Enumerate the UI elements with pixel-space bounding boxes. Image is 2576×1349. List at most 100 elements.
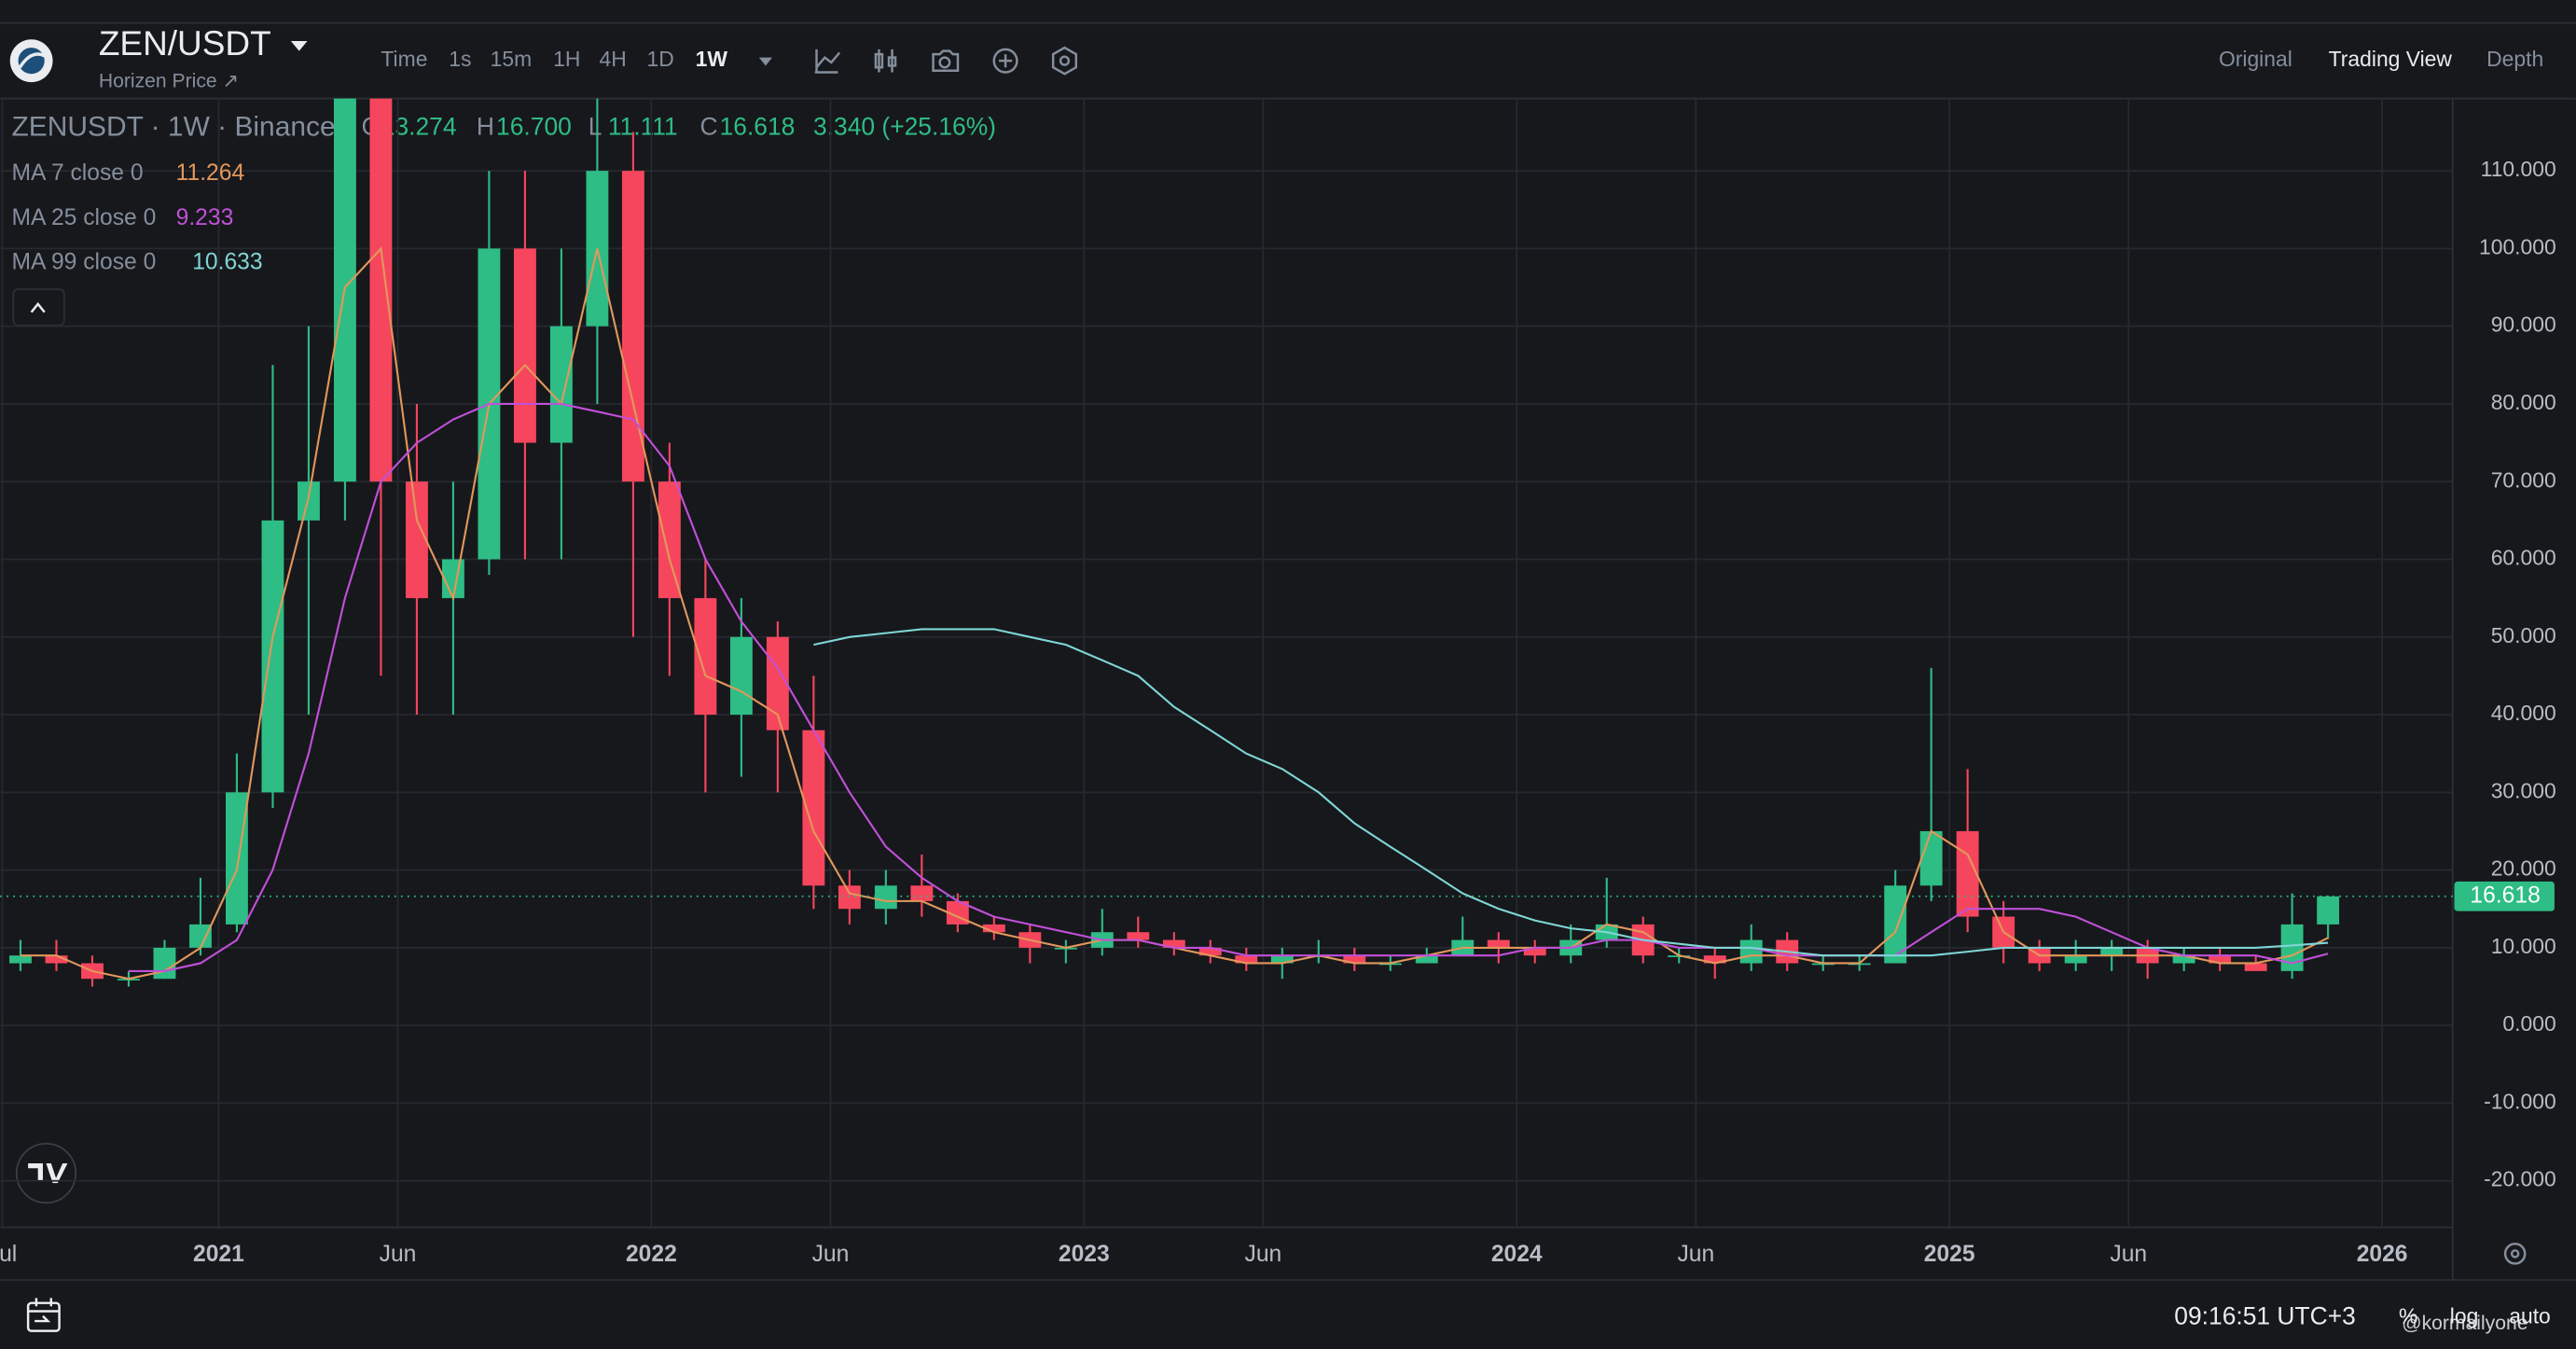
interval-button[interactable]: 1s bbox=[449, 47, 471, 71]
x-tick-label: Jul bbox=[0, 1242, 17, 1267]
interval-button[interactable]: 15m bbox=[491, 47, 532, 71]
x-tick-label: 2026 bbox=[2357, 1242, 2408, 1267]
x-tick-label: Jun bbox=[1245, 1242, 1282, 1267]
clock: 09:16:51 UTC+3 bbox=[2174, 1302, 2356, 1330]
candle-body bbox=[189, 924, 212, 948]
camera-icon[interactable] bbox=[932, 49, 960, 72]
candle-body bbox=[9, 955, 32, 964]
y-tick-label: 50.000 bbox=[2491, 623, 2556, 647]
candle-body bbox=[2064, 955, 2087, 964]
view-tab[interactable]: Trading View bbox=[2329, 47, 2453, 71]
legend-symbol: ZENUSDT · 1W · Binance bbox=[11, 111, 335, 142]
candle-body bbox=[1739, 939, 1763, 964]
x-tick-label: 2025 bbox=[1924, 1242, 1975, 1267]
candle-body bbox=[1487, 939, 1510, 948]
y-tick-label: 90.000 bbox=[2491, 313, 2556, 337]
legend-value: 13.274 bbox=[381, 112, 457, 140]
candle-body bbox=[369, 98, 393, 482]
interval-button[interactable]: 1D bbox=[647, 47, 674, 71]
settings-gear[interactable] bbox=[2503, 1243, 2527, 1265]
y-tick-label: 100.000 bbox=[2479, 234, 2556, 258]
candle-body bbox=[153, 947, 176, 980]
candle-body bbox=[2280, 924, 2304, 971]
y-tick-label: -10.000 bbox=[2484, 1089, 2556, 1113]
candle-body bbox=[910, 885, 934, 901]
collapse-button[interactable] bbox=[12, 288, 65, 327]
view-tab[interactable]: Original bbox=[2219, 47, 2292, 71]
legend-value: 10.633 bbox=[192, 249, 262, 274]
candle-body bbox=[2172, 955, 2195, 964]
candle-body bbox=[1703, 955, 1726, 964]
candle-body bbox=[1343, 955, 1366, 964]
candle-body bbox=[549, 326, 573, 443]
candle-body bbox=[658, 481, 681, 599]
x-tick-label: 2023 bbox=[1059, 1242, 1110, 1267]
legend-change: 3.340 (+25.16%) bbox=[813, 112, 996, 140]
legend-value: 11.264 bbox=[176, 160, 245, 186]
legend-key: L bbox=[589, 112, 602, 140]
calendar-icon[interactable] bbox=[26, 1298, 61, 1332]
pair-title[interactable]: ZEN/USDT bbox=[99, 24, 271, 63]
interval-button[interactable]: Time bbox=[381, 47, 427, 71]
interval-button[interactable]: 1W bbox=[696, 47, 728, 71]
legend-key: C bbox=[699, 112, 717, 140]
candle-body bbox=[1884, 885, 1907, 964]
watermark: @kormailyone bbox=[2402, 1313, 2528, 1334]
plot-area bbox=[0, 98, 2453, 1228]
candle-body bbox=[1919, 830, 1943, 886]
subtitle-link[interactable]: Horizen Price ↗ bbox=[99, 71, 239, 92]
candle-body bbox=[405, 481, 428, 599]
interval-button[interactable]: 4H bbox=[599, 47, 626, 71]
interval-more[interactable] bbox=[758, 57, 772, 66]
tv-logo bbox=[15, 1142, 77, 1204]
indicator-icon[interactable] bbox=[814, 49, 841, 74]
legend-value: 16.618 bbox=[720, 112, 796, 140]
candle-body bbox=[874, 885, 897, 910]
y-tick-label: 110.000 bbox=[2481, 157, 2556, 181]
settings-icon[interactable] bbox=[1051, 46, 1078, 76]
y-tick-label: -20.000 bbox=[2484, 1167, 2556, 1191]
candle-body bbox=[729, 636, 753, 716]
interval-button[interactable]: 1H bbox=[553, 47, 580, 71]
candle-body bbox=[226, 792, 248, 925]
candle-body bbox=[1415, 955, 1438, 964]
price-badge bbox=[2454, 881, 2555, 911]
candle-body bbox=[513, 248, 536, 443]
candle-body bbox=[1198, 947, 1222, 956]
legend-entry: MA 99 close 0 bbox=[11, 249, 156, 274]
x-tick-label: Jun bbox=[812, 1242, 850, 1267]
x-tick-label: 2022 bbox=[626, 1242, 677, 1267]
log-toggle[interactable]: log bbox=[2450, 1304, 2479, 1328]
candle-body bbox=[2317, 896, 2340, 925]
candle-body bbox=[1270, 955, 1294, 964]
collapse-icon bbox=[30, 301, 46, 313]
coin-icon bbox=[9, 39, 53, 83]
candle-body bbox=[838, 885, 861, 910]
candle-body bbox=[2244, 963, 2267, 971]
candle-body bbox=[621, 171, 644, 482]
candle-body bbox=[982, 924, 1005, 933]
candle-body bbox=[1235, 955, 1258, 964]
auto-toggle[interactable]: auto bbox=[2509, 1304, 2551, 1328]
candle-body bbox=[694, 598, 717, 716]
legend-value: 9.233 bbox=[176, 205, 234, 230]
candle-icon[interactable] bbox=[874, 49, 897, 73]
candle-body bbox=[1162, 939, 1185, 948]
y-tick-label: 10.000 bbox=[2491, 934, 2556, 958]
candle-body bbox=[1956, 830, 1979, 917]
x-tick-label: 2024 bbox=[1491, 1242, 1543, 1267]
legend-value: 11.111 bbox=[608, 112, 678, 140]
y-tick-label: 0.000 bbox=[2502, 1011, 2555, 1036]
percent-toggle[interactable]: % bbox=[2399, 1304, 2417, 1328]
x-tick-label: Jun bbox=[2110, 1242, 2147, 1267]
candle-body bbox=[2209, 955, 2232, 964]
candle-body bbox=[802, 730, 825, 886]
y-tick-label: 70.000 bbox=[2491, 467, 2556, 492]
add-icon[interactable] bbox=[992, 48, 1018, 74]
legend-value: 16.700 bbox=[496, 112, 572, 140]
view-tab[interactable]: Depth bbox=[2486, 47, 2543, 71]
x-tick-label: Jun bbox=[380, 1242, 417, 1267]
x-tick-label: Jun bbox=[1677, 1242, 1714, 1267]
pair-dropdown[interactable] bbox=[290, 41, 308, 51]
